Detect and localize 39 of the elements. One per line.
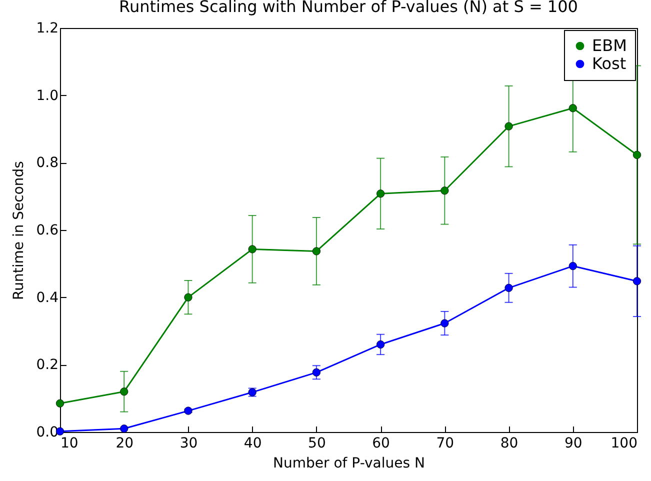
- x-tick-label: 100: [610, 436, 638, 452]
- x-tick-label: 30: [180, 436, 198, 452]
- point: [504, 284, 513, 292]
- y-tick-label: 0.4: [36, 290, 59, 306]
- point: [504, 122, 513, 130]
- point: [568, 104, 577, 112]
- x-axis-title: Number of P-values N: [273, 456, 425, 472]
- x-tick-label: 10: [60, 436, 78, 452]
- chart-title: Runtimes Scaling with Number of P-values (N) at S = 100: [119, 0, 578, 16]
- point: [120, 424, 128, 433]
- legend-label: Kost: [592, 54, 626, 73]
- y-axis-title: Runtime in Seconds: [11, 161, 28, 300]
- point: [248, 245, 256, 254]
- y-tick-label: 0.2: [36, 357, 58, 374]
- y-tick-label: 0.6: [36, 222, 59, 238]
- point: [376, 340, 385, 349]
- y-tick-label: 1.2: [36, 20, 58, 36]
- x-tick-label: 70: [436, 436, 454, 452]
- point: [56, 399, 64, 408]
- point: [632, 277, 642, 286]
- x-tick-label: 80: [500, 436, 518, 452]
- point: [632, 150, 642, 159]
- point: [376, 190, 385, 198]
- y-tick-label: 0.8: [36, 155, 58, 172]
- point: [312, 368, 321, 376]
- point: [184, 293, 192, 302]
- x-tick-label: 90: [564, 436, 582, 452]
- point: [312, 247, 321, 256]
- point: [120, 388, 128, 396]
- point: [184, 406, 192, 415]
- x-tick-label: 50: [308, 436, 326, 452]
- point: [440, 319, 449, 328]
- point: [440, 186, 449, 195]
- point: [568, 262, 577, 270]
- x-tick-label: 40: [244, 436, 262, 452]
- legend-label: EBM: [592, 36, 627, 55]
- x-tick-label: 20: [116, 436, 134, 452]
- y-tick-label: 1.0: [36, 88, 58, 104]
- x-tick-label: 60: [372, 436, 390, 452]
